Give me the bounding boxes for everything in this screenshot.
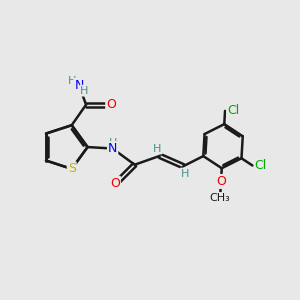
Text: H: H [181,169,189,178]
Text: CH₃: CH₃ [210,193,230,202]
Text: N: N [108,142,117,155]
Text: H: H [108,138,117,148]
Text: O: O [216,175,226,188]
Text: O: O [106,98,116,111]
Text: N: N [74,79,84,92]
Text: O: O [110,177,120,190]
Text: H: H [80,85,88,96]
Text: Cl: Cl [227,104,239,117]
Text: H: H [68,76,77,86]
Text: S: S [68,162,76,176]
Text: H: H [153,143,161,154]
Text: Cl: Cl [255,159,267,172]
